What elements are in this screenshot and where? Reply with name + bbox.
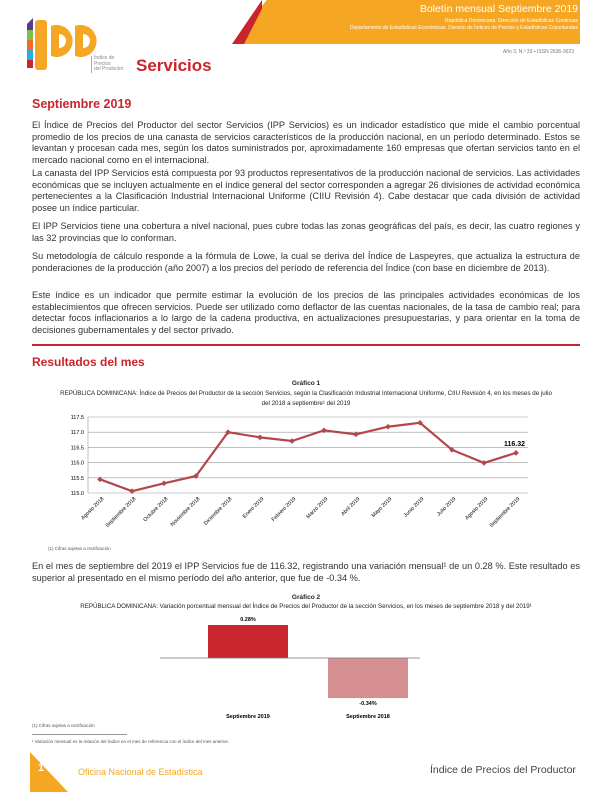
paragraph: La canasta del IPP Servicios está compue… [32, 168, 581, 213]
x-tick-label: Noviembre 2018 [170, 496, 202, 528]
bar [328, 658, 408, 699]
results-paragraph: En el mes de septiembre del 2019 el IPP … [32, 561, 580, 583]
y-tick-label: 115.5 [71, 476, 84, 482]
data-label: 116.32 [504, 441, 525, 448]
month-title: Septiembre 2019 [32, 97, 132, 111]
data-point [257, 434, 263, 441]
x-tick-label: Julio 2019 [436, 496, 457, 517]
x-tick-label: Mayo 2019 [371, 496, 394, 519]
header-banner [232, 0, 580, 44]
y-tick-label: 116.0 [71, 461, 84, 467]
x-tick-label: Septiembre 2019 [489, 496, 522, 529]
footer-org: Oficina Nacional de Estadística [78, 767, 203, 777]
data-point [289, 438, 295, 444]
paragraph: Su metodología de cálculo responde a la … [32, 251, 580, 273]
section-divider [32, 344, 580, 346]
x-tick-label: Septiembre 2019 [226, 714, 270, 720]
banner-subtitle-1: República Dominicana. Dirección de Estad… [445, 18, 578, 24]
paragraph: El IPP Servicios tiene una cobertura a n… [32, 221, 580, 243]
x-tick-label: Agosto 2018 [80, 496, 105, 521]
data-point [385, 423, 391, 430]
section-title: Servicios [136, 56, 212, 75]
x-tick-label: Marzo 2019 [305, 496, 329, 520]
chart2-bar-chart: 0.28% Septiembre 2019 -0.34% Septiembre 201… [160, 617, 420, 720]
data-point [161, 480, 167, 487]
data-point [193, 473, 199, 479]
chart1-subtitle: REPÚBLICA DOMINICANA: Índice de Precios … [60, 390, 552, 407]
series-line [99, 421, 517, 493]
data-point [513, 450, 519, 456]
y-tick-label: 117.0 [71, 430, 84, 436]
footer-publication: Índice de Precios del Productor [430, 764, 576, 776]
paragraph: El Índice de Precios del Productor del s… [32, 120, 580, 165]
footnote: ¹ Variación mensual es la relación del í… [32, 739, 230, 744]
chart1-line-chart: 115.0 115.5 116.0 116.5 117.0 117.5 Agosto 201… [71, 415, 528, 529]
paragraph: Este índice es un indicador que permite … [32, 290, 580, 335]
y-tick-label: 117.5 [71, 415, 84, 421]
banner-subtitle-2: Departamento de Estadísticas Económicas.… [349, 25, 578, 31]
x-tick-label: Septiembre 2018 [105, 496, 138, 529]
x-tick-label: Diciembre 2018 [203, 496, 234, 527]
data-label: -0.34% [359, 701, 377, 707]
footer-triangle [30, 752, 68, 792]
x-tick-label: Septiembre 2018 [346, 714, 390, 720]
x-tick-label: Agosto 2019 [464, 496, 489, 521]
y-tick-label: 116.5 [71, 445, 84, 451]
chart2-subtitle: REPÚBLICA DOMINICANA: Variación porcentu… [80, 603, 532, 610]
issn: Año 3, N.º 33 • ISSN 2636-3623 [502, 49, 574, 55]
chart1-note: (1) Cifras sujetas a rectificación [48, 546, 111, 551]
footnote-rule [32, 734, 127, 735]
bar [208, 625, 288, 658]
chart2-title: Gráfico 2 [291, 594, 321, 601]
x-tick-label: Octubre 2018 [142, 496, 169, 523]
data-point [97, 476, 103, 483]
bulletin-title: Boletín mensual Septiembre 2019 [419, 3, 578, 15]
results-title: Resultados del mes [32, 355, 145, 369]
data-label: 0.28% [240, 617, 256, 623]
y-tick-label: 115.0 [71, 491, 84, 497]
x-tick-label: Abril 2019 [340, 496, 361, 517]
x-tick-label: Junio 2019 [403, 496, 426, 519]
x-tick-label: Enero 2019 [242, 496, 266, 520]
chart2-note: (1) Cifras sujetas a rectificación [32, 723, 95, 728]
chart1-title: Gráfico 1 [291, 380, 321, 387]
logo-caption: Índice de Precios del Productor [91, 55, 131, 73]
x-tick-label: Febrero 2019 [271, 496, 298, 523]
page-number: 1 [38, 762, 45, 774]
ipp-logo [27, 18, 97, 70]
